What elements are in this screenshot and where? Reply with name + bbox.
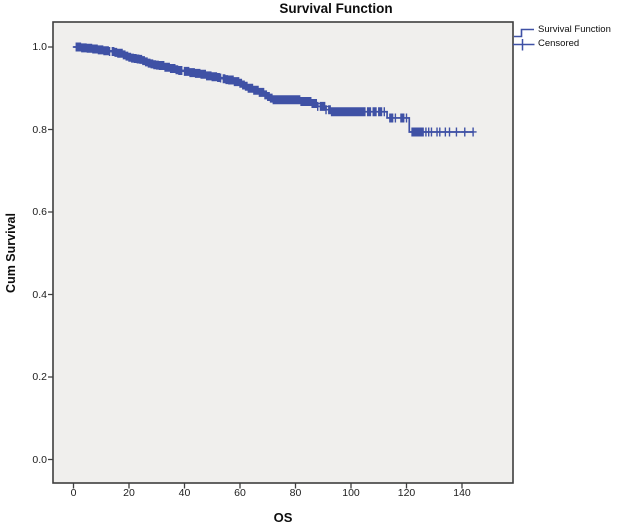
legend: Survival Function Censored bbox=[512, 23, 611, 51]
x-tick-label: 100 bbox=[342, 487, 360, 499]
x-tick-label: 40 bbox=[178, 487, 191, 499]
legend-item-survival-function: Survival Function bbox=[512, 23, 611, 37]
x-axis-title: OS bbox=[273, 510, 293, 525]
legend-glyphs bbox=[513, 28, 535, 51]
legend-label: Survival Function bbox=[538, 24, 611, 35]
x-tick-label: 140 bbox=[453, 487, 471, 499]
tick-mark-path bbox=[48, 46, 463, 489]
y-axis-title: Cum Survival bbox=[4, 213, 18, 293]
step-line-icon bbox=[514, 28, 534, 38]
y-tick-label: 0.6 bbox=[32, 206, 47, 218]
x-tick-label: 60 bbox=[234, 487, 246, 499]
chart-title: Survival Function bbox=[279, 1, 393, 16]
censored-plus-markers bbox=[72, 42, 477, 137]
y-tick-label: 0.8 bbox=[32, 123, 47, 136]
y-tick-label: 0.2 bbox=[32, 371, 47, 383]
axis-tick-marks bbox=[48, 46, 463, 489]
x-tick-label: 20 bbox=[123, 487, 135, 499]
plus-marker-icon bbox=[513, 39, 535, 51]
y-tick-label: 0.4 bbox=[32, 288, 47, 301]
x-tick-label: 80 bbox=[289, 487, 302, 499]
x-tick-label: 120 bbox=[397, 487, 416, 499]
legend-label: Censored bbox=[538, 38, 580, 49]
y-tick-label: 0.0 bbox=[32, 453, 47, 466]
plot-area bbox=[52, 21, 514, 484]
legend-item-censored: Censored bbox=[512, 37, 611, 51]
x-tick-label: 0 bbox=[70, 487, 77, 499]
y-tick-label: 1.0 bbox=[32, 41, 47, 53]
